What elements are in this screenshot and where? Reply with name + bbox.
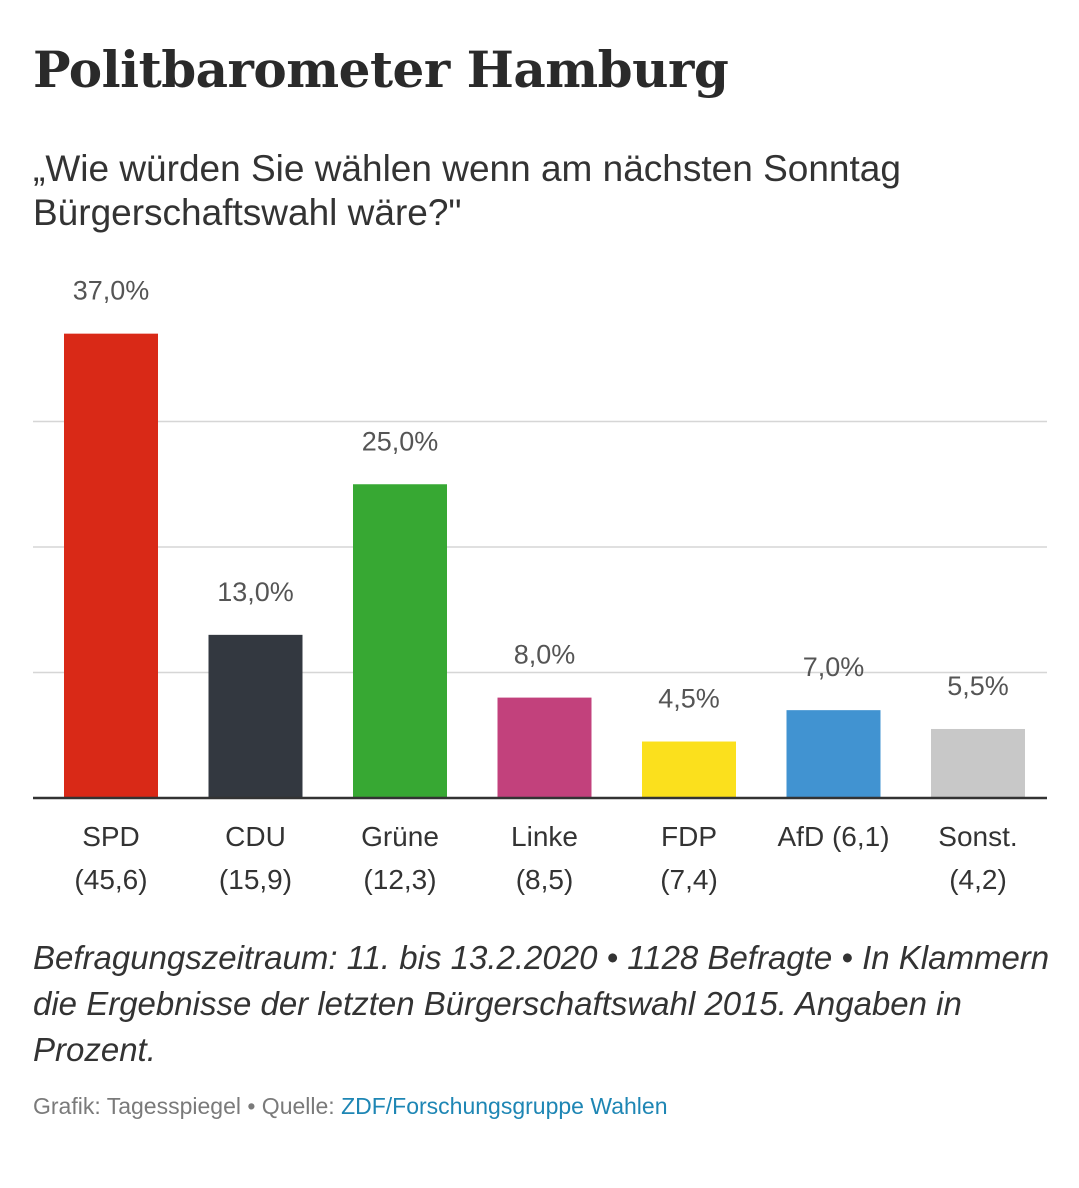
chart-subtitle: „Wie würden Sie wählen wenn am nächsten … bbox=[33, 148, 901, 233]
bar-grne bbox=[353, 484, 447, 798]
category-label: Linke bbox=[511, 821, 578, 852]
value-label: 25,0% bbox=[362, 426, 439, 456]
value-label: 37,0% bbox=[73, 276, 150, 306]
bar-cdu bbox=[208, 634, 303, 798]
category-label: SPD bbox=[82, 821, 140, 852]
value-label: 13,0% bbox=[217, 577, 294, 607]
chart-title: Politbarometer Hamburg bbox=[33, 40, 729, 99]
value-label: 4,5% bbox=[658, 684, 720, 714]
category-label: (12,3) bbox=[363, 864, 436, 895]
source-line: Grafik: Tagesspiegel • Quelle: ZDF/Forsc… bbox=[33, 1093, 667, 1120]
category-label: (15,9) bbox=[219, 864, 292, 895]
bar-linke bbox=[497, 697, 592, 798]
value-label: 5,5% bbox=[947, 671, 1009, 701]
source-link[interactable]: ZDF/Forschungsgruppe Wahlen bbox=[341, 1093, 668, 1119]
category-label: Sonst. bbox=[938, 821, 1017, 852]
bar-afd bbox=[786, 710, 881, 798]
bar-spd bbox=[64, 333, 158, 798]
chart-footnote: Befragungszeitraum: 11. bis 13.2.2020 • … bbox=[33, 939, 1050, 1068]
category-label: CDU bbox=[225, 821, 286, 852]
bar-sonst bbox=[931, 728, 1025, 798]
value-label: 7,0% bbox=[803, 652, 865, 682]
bar-fdp bbox=[642, 741, 736, 798]
value-label: 8,0% bbox=[514, 640, 576, 670]
category-label: (7,4) bbox=[660, 864, 718, 895]
category-label: Grüne bbox=[361, 821, 439, 852]
credit-text: Grafik: Tagesspiegel • Quelle: bbox=[33, 1093, 342, 1119]
bar-chart: 37,0% SPD (45,6) 13,0% CDU (15,9) 25,0% Grüne (1… bbox=[33, 276, 1047, 895]
category-label: (4,2) bbox=[949, 864, 1007, 895]
category-label: AfD (6,1) bbox=[777, 821, 889, 852]
category-label: (8,5) bbox=[516, 864, 574, 895]
category-label: FDP bbox=[661, 821, 717, 852]
category-label: (45,6) bbox=[74, 864, 147, 895]
